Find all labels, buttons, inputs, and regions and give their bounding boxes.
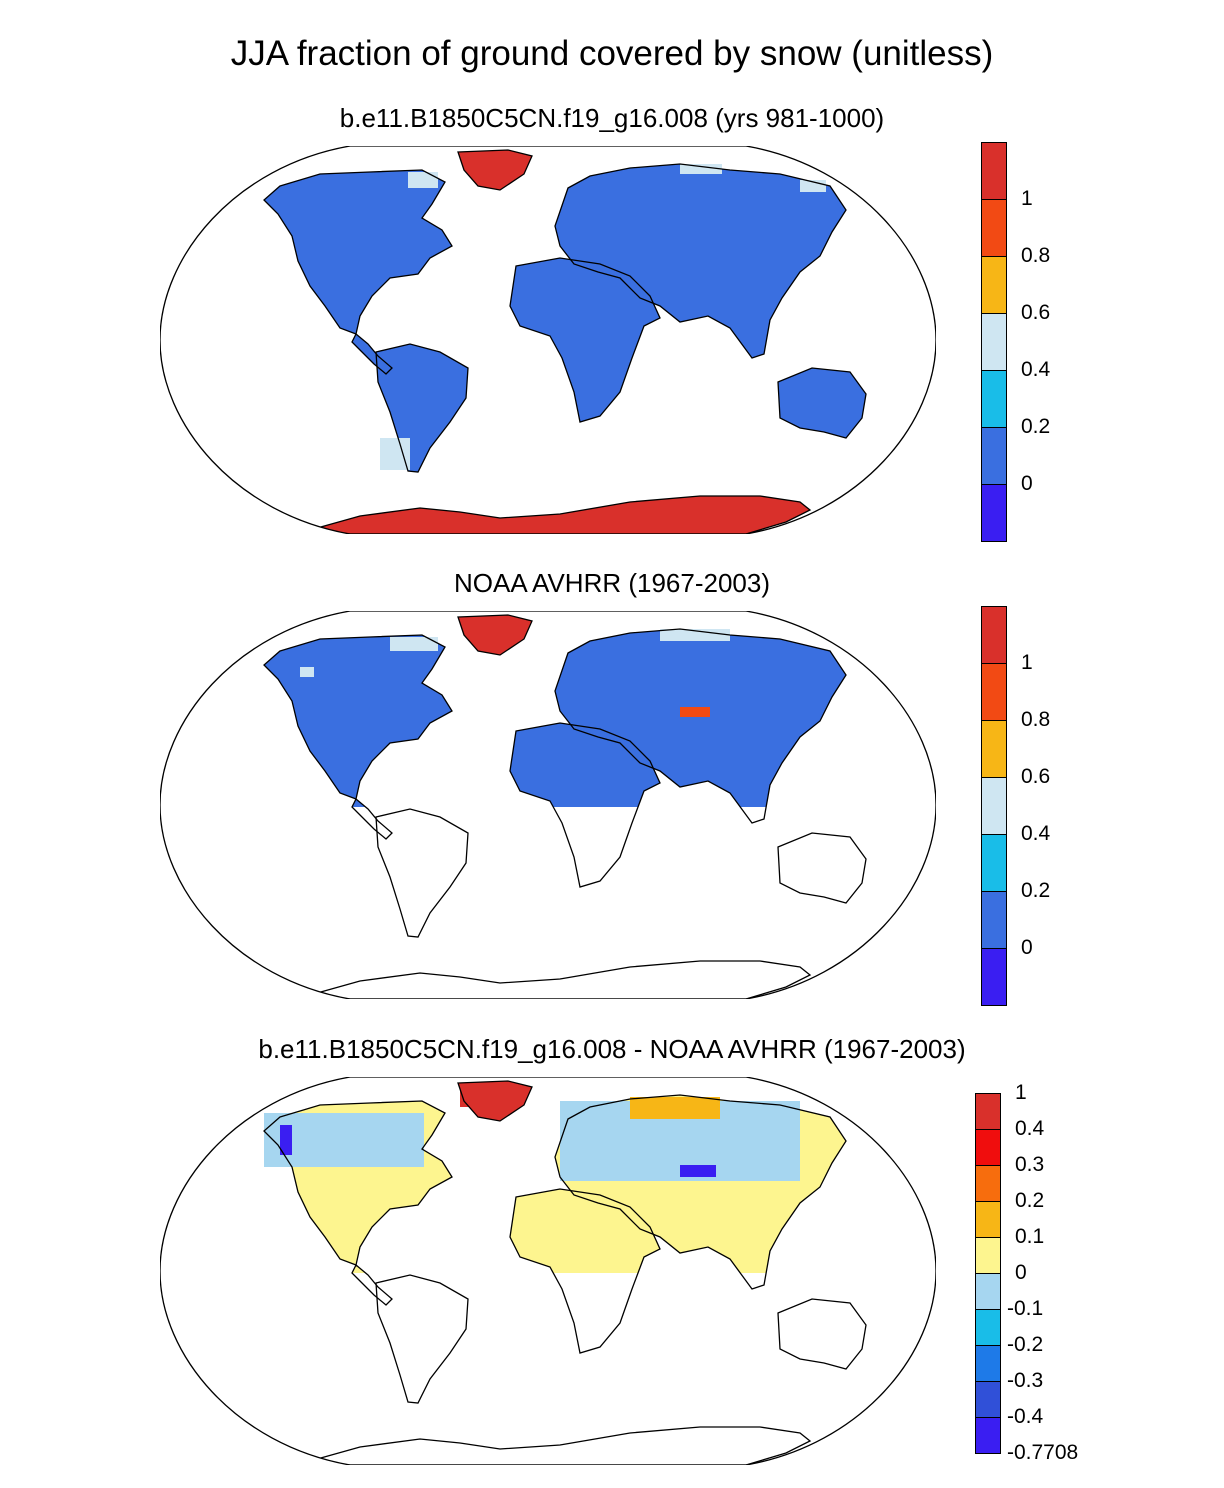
greenland-region <box>458 615 532 655</box>
southAmerica-coastline <box>375 808 469 938</box>
colorbar-box <box>975 1093 1001 1130</box>
colorbar-label: 0.2 <box>1021 415 1051 438</box>
map-outline <box>160 146 936 534</box>
figure-title: JJA fraction of ground covered by snow (… <box>230 34 994 73</box>
africa-region <box>510 723 660 807</box>
southAmerica-coastline <box>375 1274 469 1404</box>
colorbar-box <box>975 1201 1001 1238</box>
colorbar-box <box>981 199 1007 257</box>
australia-coastline <box>777 367 867 439</box>
colorbar-box <box>981 891 1007 949</box>
colorbar-box <box>981 777 1007 835</box>
map-outline <box>160 611 936 999</box>
panel-3-map <box>160 1077 936 1465</box>
centralAmerica-coastline <box>351 1263 393 1306</box>
panel-1-map <box>160 146 936 534</box>
greenland-region <box>458 150 532 190</box>
northAmerica-coastline <box>263 634 453 800</box>
colorbar-box <box>981 370 1007 428</box>
antarctica-coastline <box>309 495 812 534</box>
colorbar-label: 1 <box>1021 187 1033 210</box>
australia-coastline <box>777 1298 867 1370</box>
colorbar-box <box>975 1237 1001 1274</box>
panel-2-title: NOAA AVHRR (1967-2003) <box>454 568 770 598</box>
colorbar-box <box>981 834 1007 892</box>
greenland-coastline <box>457 1080 533 1122</box>
africa-region <box>510 1189 660 1273</box>
colorbar-label: -0.4 <box>1007 1405 1044 1428</box>
southAmerica-coastline <box>375 343 469 473</box>
antarctica-region <box>310 496 810 534</box>
colorbar-label: 0.8 <box>1021 244 1051 267</box>
europeAsia-coastline <box>554 628 847 824</box>
colorbar-box <box>975 1417 1001 1454</box>
colorbar-label: -0.7708 <box>1007 1441 1079 1464</box>
colorbar-label: 0 <box>1021 936 1033 959</box>
colorbar-box <box>981 606 1007 664</box>
northAmerica-coastline <box>263 169 453 335</box>
colorbar-box <box>975 1381 1001 1418</box>
africa-region <box>510 258 660 422</box>
colorbar-label: 0.4 <box>1015 1117 1045 1140</box>
greenland-coastline <box>457 149 533 191</box>
australia-region <box>778 368 866 438</box>
panel-1-title: b.e11.B1850C5CN.f19_g16.008 (yrs 981-100… <box>339 103 885 133</box>
colorbar-box <box>975 1165 1001 1202</box>
colorbar-box <box>975 1273 1001 1310</box>
colorbar-label: 0.4 <box>1021 822 1051 845</box>
colorbar-label: 0.2 <box>1021 879 1051 902</box>
colorbar-box <box>981 142 1007 200</box>
colorbar-label: 0.4 <box>1021 358 1051 381</box>
colorbar-label: 0.1 <box>1015 1225 1045 1248</box>
antarctica-coastline <box>309 1426 812 1465</box>
centralAmerica-coastline <box>351 332 393 375</box>
map-outline <box>160 1077 936 1465</box>
northAmerica-region <box>264 170 452 334</box>
colorbar-box <box>981 720 1007 778</box>
colorbar-box <box>981 313 1007 371</box>
europeAsia-coastline <box>554 1094 847 1290</box>
colorbar-box <box>975 1309 1001 1346</box>
europeAsia-region <box>555 629 846 807</box>
colorbar-label: 0 <box>1015 1261 1027 1284</box>
panel-3-title: b.e11.B1850C5CN.f19_g16.008 - NOAA AVHRR… <box>258 1034 966 1064</box>
colorbar-label: 0.3 <box>1015 1153 1045 1176</box>
world-map <box>160 1077 936 1465</box>
africa-coastline <box>509 1188 661 1354</box>
europeAsia-region <box>555 164 846 358</box>
colorbar-box <box>975 1129 1001 1166</box>
colorbar-box <box>975 1345 1001 1382</box>
northAmerica-coastline <box>263 1100 453 1266</box>
colorbar-label: 1 <box>1015 1081 1027 1104</box>
europeAsia-coastline <box>554 163 847 359</box>
colorbar-label: 1 <box>1021 651 1033 674</box>
colorbar-label: -0.2 <box>1007 1333 1044 1356</box>
world-map <box>160 146 936 534</box>
colorbar-label: 0 <box>1021 472 1033 495</box>
australia-coastline <box>777 832 867 904</box>
africa-coastline <box>509 257 661 423</box>
antarctica-coastline <box>309 960 812 999</box>
colorbar-label: 0.6 <box>1021 301 1051 324</box>
colorbar-label: 0.6 <box>1021 765 1051 788</box>
africa-coastline <box>509 722 661 888</box>
colorbar-label: -0.1 <box>1007 1297 1044 1320</box>
colorbar-box <box>981 427 1007 485</box>
colorbar-box <box>981 484 1007 542</box>
colorbar-box <box>981 948 1007 1006</box>
greenland-coastline <box>457 614 533 656</box>
centralAmerica-coastline <box>351 797 393 840</box>
colorbar-label: 0.2 <box>1015 1189 1045 1212</box>
world-map <box>160 611 936 999</box>
colorbar-label: 0.8 <box>1021 708 1051 731</box>
colorbar-label: -0.3 <box>1007 1369 1044 1392</box>
colorbar-box <box>981 663 1007 721</box>
panel-2-map <box>160 611 936 999</box>
colorbar-box <box>981 256 1007 314</box>
